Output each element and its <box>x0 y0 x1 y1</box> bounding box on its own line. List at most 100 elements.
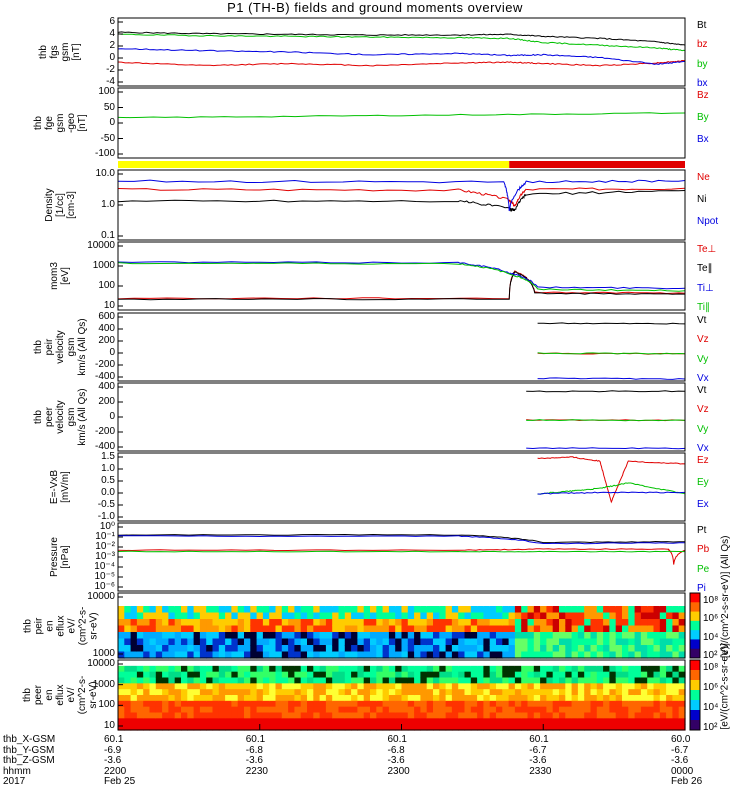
spectrogram-cell <box>181 683 188 690</box>
x-tick-label: -3.6 <box>671 755 689 766</box>
legend-Bx: Bx <box>697 134 709 145</box>
spectrogram-cell <box>313 689 321 696</box>
spectrogram-cell <box>590 671 598 679</box>
spectrogram-cell <box>275 625 283 633</box>
spectrogram-cell <box>143 599 151 607</box>
spectrogram-cell <box>609 695 617 702</box>
spectrogram-cell <box>168 651 176 659</box>
spectrogram-cell <box>130 619 138 627</box>
spectrogram-cell <box>181 638 188 646</box>
spectrogram-cell <box>540 625 547 633</box>
spectrogram-cell <box>174 671 182 679</box>
spectrogram-cell <box>357 706 365 714</box>
spectrogram-cell <box>351 706 358 714</box>
y-axis-label: Density [1/cc] [cm-3] <box>43 188 77 222</box>
spectrogram-cell <box>294 606 302 614</box>
spectrogram-cell <box>401 700 409 708</box>
spectrogram-cell <box>149 724 157 731</box>
spectrogram-cell <box>149 645 157 653</box>
spectrogram-cell <box>489 612 497 620</box>
spectrogram-cell <box>344 619 352 627</box>
y-tick-label: 0 <box>109 347 115 358</box>
spectrogram-cell <box>458 638 466 646</box>
spectrogram-cell <box>162 625 169 633</box>
spectrogram-cell <box>609 625 617 633</box>
spectrogram-cell <box>313 671 321 679</box>
spectrogram-cell <box>149 625 157 633</box>
spectrogram-cell <box>338 712 346 719</box>
spectrogram-cell <box>382 724 390 731</box>
spectrogram-cell <box>508 700 516 708</box>
spectrogram-cell <box>174 706 182 714</box>
spectrogram-cell <box>344 671 352 679</box>
spectrogram-cell <box>609 612 617 620</box>
spectrogram-cell <box>294 651 302 659</box>
spectrogram-cell <box>571 660 579 667</box>
spectrogram-cell <box>540 671 547 679</box>
x-tick-label: 2230 <box>245 765 268 777</box>
spectrogram-cell <box>376 712 384 719</box>
spectrogram-cell <box>489 724 497 731</box>
spectrogram-cell <box>174 695 182 702</box>
spectrogram-cell <box>370 706 377 714</box>
spectrogram-cell <box>388 638 396 646</box>
spectrogram-cell <box>376 677 384 684</box>
spectrogram-cell <box>414 651 421 659</box>
spectrogram-cell <box>275 689 283 696</box>
spectrogram-cell <box>269 671 277 679</box>
spectrogram-cell <box>136 671 144 679</box>
spectrogram-cell <box>521 671 529 679</box>
spectrogram-cell <box>458 645 466 653</box>
spectrogram-cell <box>672 593 680 601</box>
spectrogram-cell <box>678 671 686 679</box>
spectrogram-cell <box>552 593 560 601</box>
spectrogram-cell <box>672 651 680 659</box>
spectrogram-cell <box>647 718 655 725</box>
spectrogram-cell <box>666 706 673 714</box>
spectrogram-cell <box>181 712 188 719</box>
spectrogram-cell <box>451 695 459 702</box>
spectrogram-cell <box>250 599 258 607</box>
spectrogram-cell <box>262 593 270 601</box>
spectrogram-cell <box>458 712 466 719</box>
spectrogram-cell <box>445 724 453 731</box>
spectrogram-cell <box>615 665 623 673</box>
spectrogram-cell <box>451 706 459 714</box>
spectrogram-cell <box>256 599 264 607</box>
spectrogram-cell <box>262 619 270 627</box>
spectrogram-cell <box>401 606 409 614</box>
spectrogram-cell <box>496 599 503 607</box>
spectrogram-cell <box>508 695 516 702</box>
spectrogram-cell <box>470 651 478 659</box>
spectrogram-cell <box>281 632 289 640</box>
spectrogram-cell <box>483 712 491 719</box>
spectrogram-cell <box>231 712 239 719</box>
spectrogram-cell <box>357 718 365 725</box>
spectrogram-cell <box>395 677 403 684</box>
y-tick-label: 4 <box>109 28 115 39</box>
spectrogram-cell <box>571 593 579 601</box>
spectrogram-cell <box>420 619 428 627</box>
spectrogram-cell <box>143 606 151 614</box>
spectrogram-cell <box>559 712 566 719</box>
spectrogram-cell <box>533 724 541 731</box>
spectrogram-cell <box>483 665 491 673</box>
spectrogram-cell <box>307 660 314 667</box>
spectrogram-cell <box>212 625 220 633</box>
spectrogram-cell <box>136 677 144 684</box>
spectrogram-cell <box>426 638 434 646</box>
spectrogram-cell <box>546 638 554 646</box>
spectrogram-cell <box>527 718 535 725</box>
spectrogram-cell <box>325 625 333 633</box>
spectrogram-cell <box>458 619 466 627</box>
spectrogram-cell <box>237 660 245 667</box>
spectrogram-cell <box>370 677 377 684</box>
spectrogram-cell <box>395 651 403 659</box>
spectrogram-cell <box>307 593 314 601</box>
spectrogram-cell <box>363 651 371 659</box>
spectrogram-cell <box>155 665 163 673</box>
spectrogram-cell <box>489 625 497 633</box>
spectrogram-cell <box>433 599 440 607</box>
spectrogram-cell <box>577 625 585 633</box>
spectrogram-cell <box>395 665 403 673</box>
